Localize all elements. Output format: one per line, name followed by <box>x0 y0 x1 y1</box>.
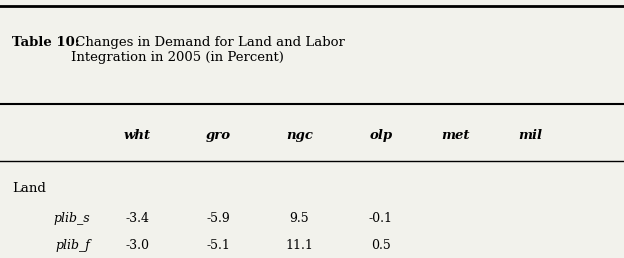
Text: -0.1: -0.1 <box>369 212 392 224</box>
Text: 11.1: 11.1 <box>286 239 313 252</box>
Text: 0.5: 0.5 <box>371 239 391 252</box>
Text: Table 10:: Table 10: <box>12 36 80 49</box>
Text: plib_s: plib_s <box>54 212 90 224</box>
Text: 9.5: 9.5 <box>290 212 310 224</box>
Text: ngc: ngc <box>286 129 313 142</box>
Text: mil: mil <box>519 129 542 142</box>
Text: -3.0: -3.0 <box>125 239 149 252</box>
Text: gro: gro <box>206 129 231 142</box>
Text: met: met <box>441 129 470 142</box>
Text: plib_f: plib_f <box>56 239 90 252</box>
Text: -3.4: -3.4 <box>125 212 149 224</box>
Text: -5.9: -5.9 <box>207 212 230 224</box>
Text: Changes in Demand for Land and Labor
Integration in 2005 (in Percent): Changes in Demand for Land and Labor Int… <box>71 36 345 64</box>
Text: -5.1: -5.1 <box>207 239 230 252</box>
Text: Land: Land <box>12 182 46 195</box>
Text: olp: olp <box>369 129 392 142</box>
Text: wht: wht <box>124 129 151 142</box>
